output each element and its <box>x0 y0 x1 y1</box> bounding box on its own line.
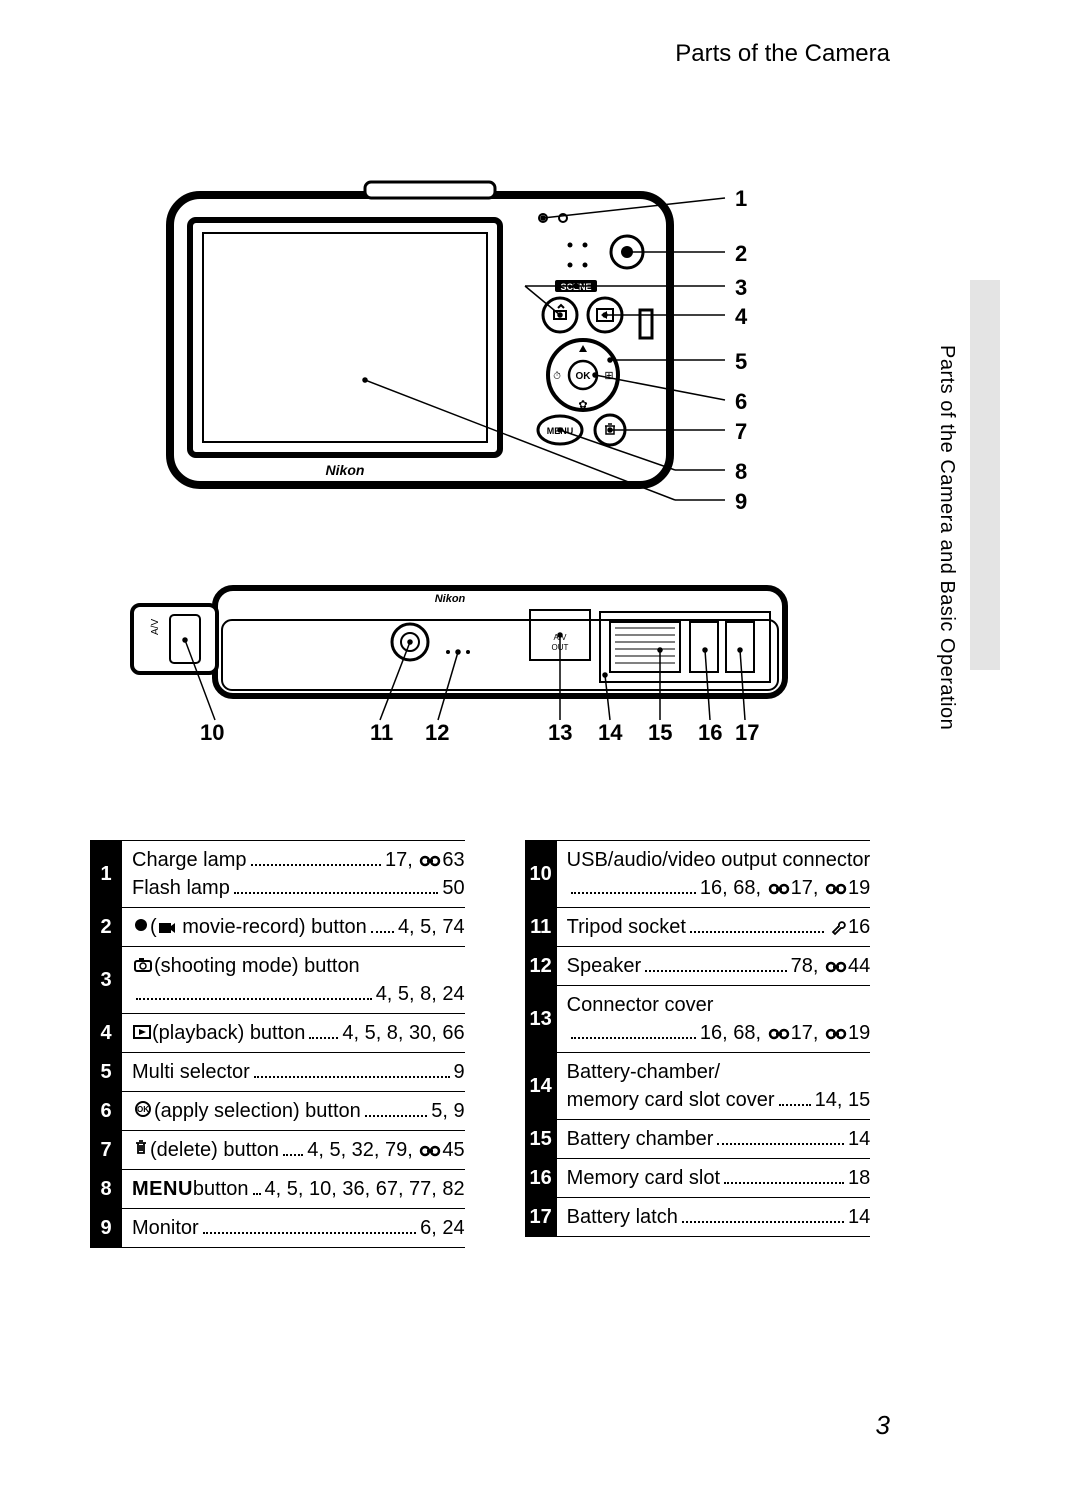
parts-row: 1Charge lamp17, 63Flash lamp50 <box>90 840 465 907</box>
callout-1: 1 <box>735 186 747 212</box>
callout-15: 15 <box>648 720 672 746</box>
parts-row: 16Memory card slot18 <box>525 1158 871 1197</box>
svg-text:Nikon: Nikon <box>326 462 365 478</box>
parts-row: 11Tripod socket16 <box>525 907 871 946</box>
parts-row-number: 8 <box>90 1170 122 1208</box>
parts-row-text: (shooting mode) button4, 5, 8, 24 <box>122 947 465 1013</box>
parts-row-text: Charge lamp17, 63Flash lamp50 <box>122 841 465 907</box>
parts-row-text: Memory card slot18 <box>557 1159 871 1197</box>
parts-row-text: Battery chamber14 <box>557 1120 871 1158</box>
parts-row-number: 11 <box>525 908 557 946</box>
parts-row-text: USB/audio/video output connector16, 68, … <box>557 841 871 907</box>
callout-3: 3 <box>735 275 747 301</box>
parts-row-text: Multi selector9 <box>122 1053 465 1091</box>
parts-row-number: 9 <box>90 1209 122 1247</box>
parts-row: 4 (playback) button4, 5, 8, 30, 66 <box>90 1013 465 1052</box>
parts-row-text: (delete) button4, 5, 32, 79, 45 <box>122 1131 465 1169</box>
parts-row: 12Speaker78, 44 <box>525 946 871 985</box>
parts-row: 14Battery-chamber/memory card slot cover… <box>525 1052 871 1119</box>
parts-row-text: Connector cover16, 68, 17, 19 <box>557 986 871 1052</box>
page-header: Parts of the Camera <box>675 40 890 68</box>
parts-row: 6OK (apply selection) button5, 9 <box>90 1091 465 1130</box>
parts-row-text: MENU button4, 5, 10, 36, 67, 77, 82 <box>122 1170 465 1208</box>
parts-row-text: Battery-chamber/memory card slot cover14… <box>557 1053 871 1119</box>
parts-row-text: (playback) button4, 5, 8, 30, 66 <box>122 1014 465 1052</box>
parts-row-number: 5 <box>90 1053 122 1091</box>
parts-row-number: 4 <box>90 1014 122 1052</box>
parts-row: 9Monitor6, 24 <box>90 1208 465 1248</box>
callout-2: 2 <box>735 241 747 267</box>
parts-row-number: 14 <box>525 1053 557 1119</box>
svg-text:✿: ✿ <box>578 399 587 411</box>
svg-text:OK: OK <box>576 371 592 382</box>
parts-row-text: Speaker78, 44 <box>557 947 871 985</box>
parts-row-text: Tripod socket16 <box>557 908 871 946</box>
callout-4: 4 <box>735 304 747 330</box>
parts-row-number: 15 <box>525 1120 557 1158</box>
callout-12: 12 <box>425 720 449 746</box>
callout-11: 11 <box>370 720 393 746</box>
parts-row: 8MENU button4, 5, 10, 36, 67, 77, 82 <box>90 1169 465 1208</box>
parts-row-number: 13 <box>525 986 557 1052</box>
parts-row: 2 ( movie-record) button4, 5, 74 <box>90 907 465 946</box>
callout-8: 8 <box>735 459 747 485</box>
callout-17: 17 <box>735 720 759 746</box>
parts-row-number: 16 <box>525 1159 557 1197</box>
parts-row-text: Battery latch14 <box>557 1198 871 1236</box>
callout-13: 13 <box>548 720 572 746</box>
parts-row: 15Battery chamber14 <box>525 1119 871 1158</box>
svg-text:OK: OK <box>137 1105 149 1114</box>
parts-column-right: 10USB/audio/video output connector16, 68… <box>525 840 871 1248</box>
callout-14: 14 <box>598 720 622 746</box>
svg-text:⏱: ⏱ <box>553 371 561 382</box>
parts-row-text: ( movie-record) button4, 5, 74 <box>122 908 465 946</box>
section-label-vertical: Parts of the Camera and Basic Operation <box>935 345 958 730</box>
parts-row-text: OK (apply selection) button5, 9 <box>122 1092 465 1130</box>
svg-text:A/V: A/V <box>150 619 161 635</box>
svg-text:Nikon: Nikon <box>435 593 466 605</box>
parts-row-number: 6 <box>90 1092 122 1130</box>
parts-row: 5Multi selector9 <box>90 1052 465 1091</box>
callout-9: 9 <box>735 489 747 515</box>
callout-16: 16 <box>698 720 722 746</box>
parts-row-number: 1 <box>90 841 122 907</box>
parts-row-number: 17 <box>525 1198 557 1236</box>
parts-row-number: 2 <box>90 908 122 946</box>
callout-5: 5 <box>735 349 747 375</box>
parts-row-number: 10 <box>525 841 557 907</box>
callout-10: 10 <box>200 720 224 746</box>
svg-text:⊞: ⊞ <box>604 370 613 382</box>
parts-row: 10USB/audio/video output connector16, 68… <box>525 840 871 907</box>
page-number: 3 <box>876 1410 890 1441</box>
parts-row: 7 (delete) button4, 5, 32, 79, 45 <box>90 1130 465 1169</box>
parts-row: 3 (shooting mode) button4, 5, 8, 24 <box>90 946 465 1013</box>
callout-6: 6 <box>735 389 747 415</box>
parts-column-left: 1Charge lamp17, 63Flash lamp502 ( movie-… <box>90 840 465 1248</box>
parts-row: 13Connector cover16, 68, 17, 19 <box>525 985 871 1052</box>
parts-legend: 1Charge lamp17, 63Flash lamp502 ( movie-… <box>90 840 870 1248</box>
camera-back-diagram: Nikon SCENE OK ✿ ⏱ ⊞ MENU <box>165 180 755 520</box>
parts-row-text: Monitor6, 24 <box>122 1209 465 1247</box>
callout-7: 7 <box>735 419 747 445</box>
parts-row: 17Battery latch14 <box>525 1197 871 1237</box>
parts-row-number: 12 <box>525 947 557 985</box>
margin-tab <box>970 280 1000 670</box>
parts-row-number: 7 <box>90 1131 122 1169</box>
parts-row-number: 3 <box>90 947 122 1013</box>
